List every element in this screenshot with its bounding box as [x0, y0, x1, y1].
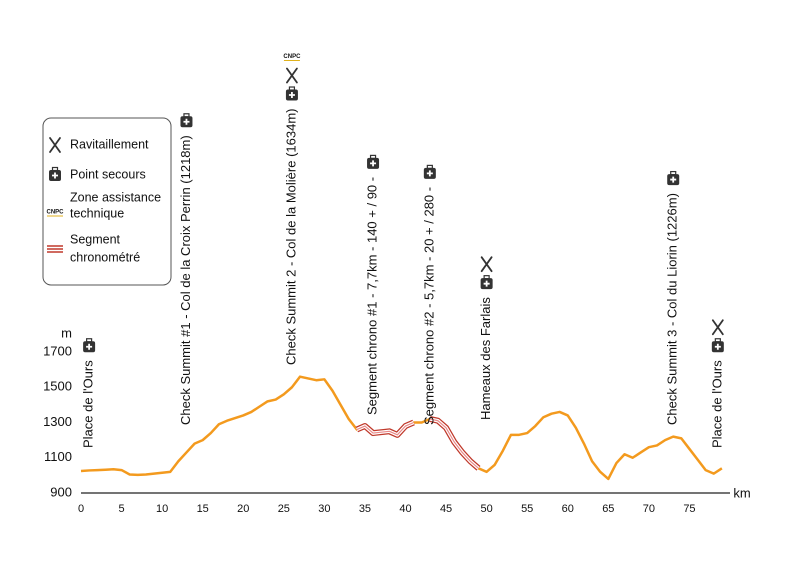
first-aid-handle — [483, 275, 490, 280]
annotation-label: Segment chrono #1 - 7,7km - 140 + / 90 - — [364, 177, 379, 415]
y-tick-label: 1500 — [43, 379, 72, 394]
annotation-label: Place de l'Ours — [81, 360, 96, 448]
x-tick-label: 40 — [399, 503, 411, 515]
legend-label: chronométré — [70, 250, 140, 264]
x-tick-label: 60 — [562, 503, 574, 515]
x-tick-label: 75 — [683, 503, 695, 515]
first-aid-handle — [714, 338, 721, 343]
x-tick-label: 5 — [119, 503, 125, 515]
y-axis-label: m — [61, 325, 72, 340]
y-tick-label: 1300 — [43, 414, 72, 429]
first-aid-cross — [483, 280, 490, 287]
legend-label: Point secours — [70, 167, 146, 181]
food-icon — [286, 67, 298, 84]
first-aid-handle — [670, 170, 677, 176]
cnpc-logo: CNPC — [283, 54, 301, 60]
first-aid-cross — [52, 172, 58, 179]
first-aid-icon — [180, 113, 193, 128]
legend-label: Zone assistance — [70, 190, 161, 204]
first-aid-handle — [86, 338, 93, 343]
legend-label: Ravitaillement — [70, 137, 149, 151]
first-aid-handle — [51, 166, 59, 172]
food-icon — [480, 256, 493, 273]
x-tick-label: 50 — [481, 503, 493, 515]
first-aid-icon — [49, 166, 61, 181]
first-aid-cross — [426, 170, 433, 177]
first-aid-icon — [367, 154, 380, 169]
y-tick-label: 1700 — [43, 343, 72, 358]
first-aid-cross — [370, 160, 377, 167]
x-tick-label: 35 — [359, 503, 371, 515]
first-aid-icon — [711, 338, 724, 353]
cnpc-logo: CNPC — [46, 210, 64, 216]
annotation-label: Check Summit 3 - Col du Liorin (1226m) — [665, 193, 680, 425]
timed-segment-inner — [356, 417, 480, 470]
first-aid-cross — [670, 176, 677, 183]
x-tick-label: 55 — [521, 503, 533, 515]
first-aid-icon — [667, 170, 680, 186]
x-tick-label: 45 — [440, 503, 452, 515]
x-tick-label: 70 — [643, 503, 655, 515]
first-aid-handle — [426, 164, 433, 169]
first-aid-cross — [714, 343, 721, 350]
food-icon — [711, 319, 724, 336]
x-axis-label: km — [733, 485, 750, 500]
y-tick-label: 900 — [50, 484, 72, 499]
x-tick-label: 65 — [602, 503, 614, 515]
first-aid-handle — [183, 113, 190, 118]
legend-label: technique — [70, 206, 124, 220]
first-aid-handle — [369, 154, 377, 159]
food-icon — [49, 137, 61, 153]
first-aid-icon — [83, 338, 96, 353]
first-aid-icon — [480, 275, 493, 290]
x-tick-label: 30 — [318, 503, 330, 515]
annotation-label: Check Summit 2 - Col de la Molière (1634… — [283, 109, 298, 365]
annotation-label: Hameaux des Farlais — [478, 297, 493, 420]
timed-segment-core — [356, 418, 479, 469]
x-tick-label: 15 — [197, 503, 209, 515]
annotation-label: Segment chrono #2 - 5,7km - 20 + / 280 - — [421, 187, 436, 425]
first-aid-cross — [86, 343, 93, 350]
annotation-label: Check Summit #1 - Col de la Croix Perrin… — [178, 135, 193, 425]
first-aid-icon — [423, 164, 436, 179]
first-aid-icon — [285, 86, 298, 101]
x-tick-label: 20 — [237, 503, 249, 515]
legend-label: Segment — [70, 232, 121, 246]
first-aid-handle — [288, 86, 296, 91]
first-aid-cross — [288, 92, 295, 99]
first-aid-cross — [183, 118, 190, 125]
x-tick-label: 10 — [156, 503, 168, 515]
annotation-label: Place de l'Ours — [709, 360, 724, 448]
y-tick-label: 1100 — [44, 449, 72, 464]
x-tick-label: 25 — [278, 503, 290, 515]
legend-box — [42, 117, 172, 286]
timed-segment — [355, 416, 481, 471]
x-tick-label: 0 — [78, 503, 84, 515]
